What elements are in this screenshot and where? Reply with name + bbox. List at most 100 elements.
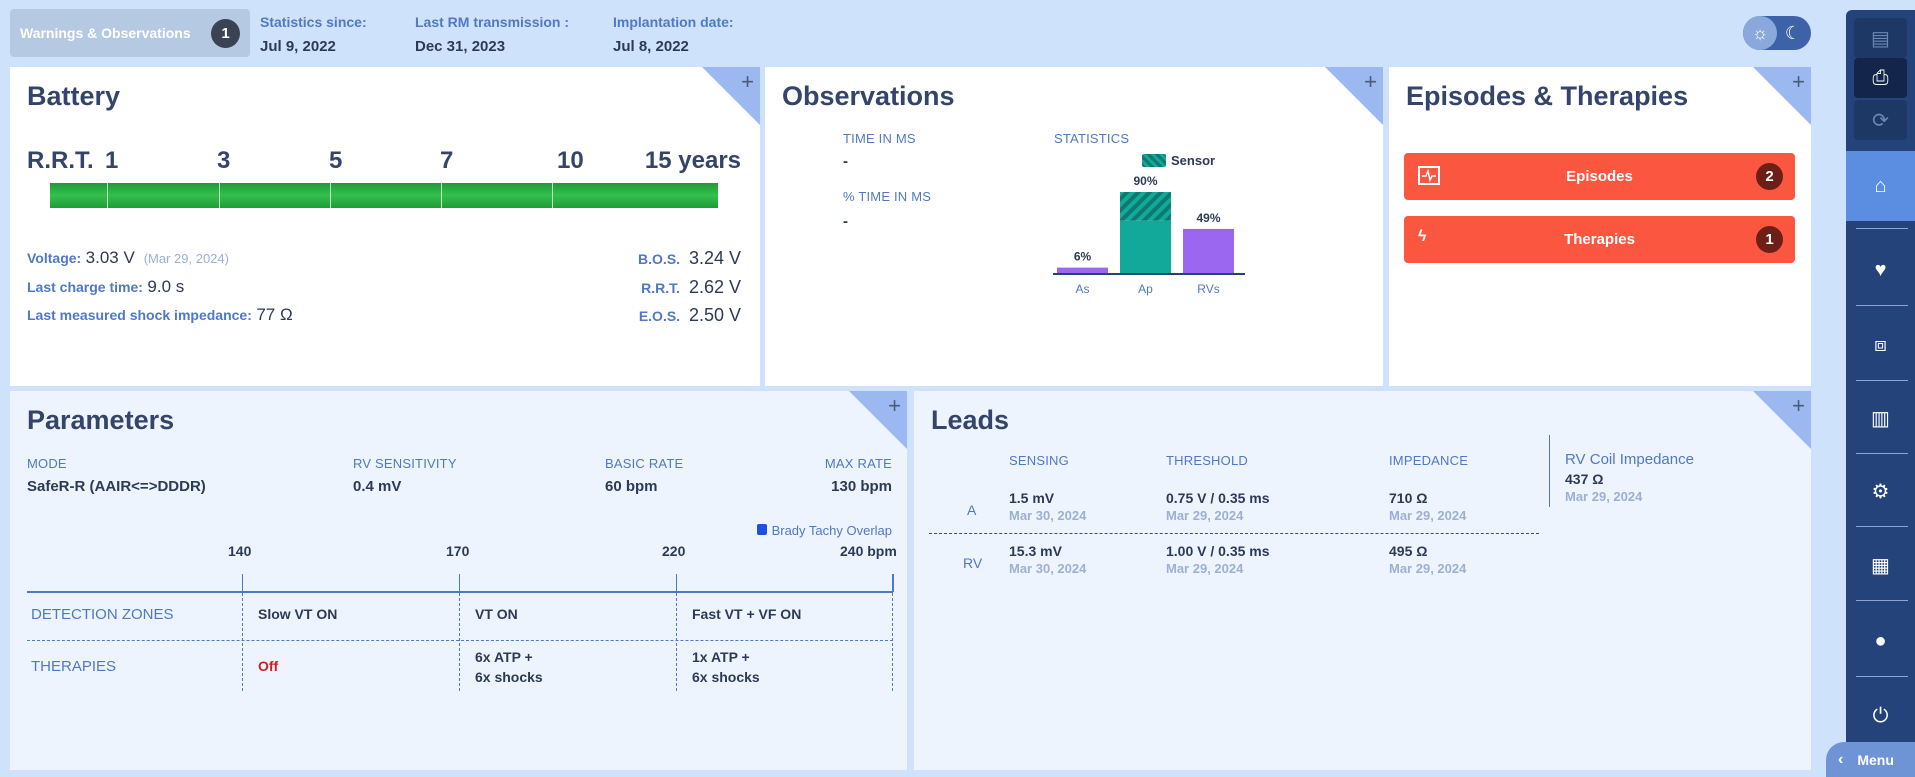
menu-button[interactable]: ‹ Menu	[1826, 742, 1915, 777]
zone-divider	[892, 593, 893, 691]
tick-220: 220	[662, 543, 686, 559]
therapy-line: 6x ATP +	[475, 649, 533, 665]
heart-device-icon: ♥	[1874, 258, 1887, 281]
rv-coil-impedance: RV Coil Impedance 437 Ω Mar 29, 2024	[1565, 451, 1694, 504]
sidebar-divider	[1856, 453, 1908, 454]
sun-icon[interactable]: ☼	[1743, 16, 1777, 50]
axis-tick	[459, 574, 460, 592]
expand-plus-icon[interactable]: +	[1792, 393, 1805, 418]
bar-RVs	[1183, 228, 1234, 273]
overlap-swatch	[756, 524, 767, 535]
zone-fast-vt-vf: Fast VT + VF ON	[692, 606, 802, 622]
stat-label: Last RM transmission :	[415, 14, 570, 30]
report-icon: ▤	[1871, 27, 1890, 50]
corner-fold	[1753, 391, 1811, 449]
stat-statistics-since: Statistics since: Jul 9, 2022	[260, 14, 367, 55]
category-label: Ap	[1138, 282, 1153, 296]
expand-plus-icon[interactable]: +	[888, 393, 901, 418]
rrt-voltage-label: R.R.T.	[641, 280, 681, 296]
battery-bar-divider	[107, 183, 108, 208]
tick-240: 240 bpm	[840, 543, 897, 559]
sidebar-item-ecg[interactable]: ⧈	[1846, 310, 1915, 380]
battery-bar-divider	[552, 183, 553, 208]
sidebar-item-print[interactable]: ⎙	[1854, 58, 1907, 98]
coil-date: Mar 29, 2024	[1565, 489, 1643, 504]
sidebar-item-heart-device[interactable]: ♥	[1846, 235, 1915, 305]
sidebar-divider	[1856, 380, 1908, 381]
chart-legend: Sensor	[1142, 153, 1215, 168]
lead-cell: 0.75 V / 0.35 ms Mar 29, 2024	[1166, 490, 1270, 523]
battery-scale-tick: 7	[440, 147, 454, 174]
expand-plus-icon[interactable]: +	[741, 69, 754, 94]
panel-title: Episodes & Therapies	[1406, 81, 1689, 111]
voltage-value: 3.03 V	[85, 248, 135, 267]
leads-panel: Leads + SENSING THRESHOLD IMPEDANCE A 1.5…	[914, 391, 1811, 770]
corner-fold	[702, 67, 760, 125]
corner-fold	[1753, 67, 1811, 125]
lead-cell: 495 Ω Mar 29, 2024	[1389, 543, 1466, 576]
lightning-icon: ϟ	[1418, 228, 1427, 245]
lead-date: Mar 30, 2024	[1009, 508, 1087, 523]
statistics-label: STATISTICS	[1054, 131, 1130, 146]
parameters-panel: Parameters + MODE SafeR-R (AAIR<=>DDDR) R…	[10, 391, 907, 770]
sync-icon: ⟳	[1872, 109, 1889, 132]
user-icon: ●	[1874, 629, 1887, 652]
stat-value: Dec 31, 2023	[415, 38, 506, 55]
sidebar-item-patient-file[interactable]: ▦	[1846, 530, 1915, 600]
expand-plus-icon[interactable]: +	[1364, 69, 1377, 94]
sidebar-item-sync[interactable]: ⟳	[1854, 100, 1907, 140]
axis-tick	[892, 574, 894, 592]
bar-sensor-Ap	[1120, 192, 1171, 221]
battery-bar-divider	[441, 183, 442, 208]
lead-label: A	[967, 502, 977, 518]
zone-divider	[242, 593, 243, 691]
menu-label: Menu	[1857, 751, 1894, 768]
pct-ms-label: % TIME IN MS	[843, 189, 932, 204]
battery-bar-divider	[330, 183, 331, 208]
sidebar-item-power[interactable]: ⏻	[1846, 681, 1915, 751]
param-label: MAX RATE	[824, 456, 892, 471]
theme-toggle[interactable]: ☼ ☾	[1743, 16, 1811, 50]
axis-tick	[242, 574, 243, 592]
panel-title: Observations	[782, 81, 955, 111]
sidebar-divider	[1856, 676, 1908, 677]
charge-value: 9.0 s	[147, 277, 185, 296]
lead-date: Mar 29, 2024	[1389, 561, 1467, 576]
therapies-count-badge: 1	[1756, 226, 1783, 253]
header-sensing: SENSING	[1009, 453, 1069, 468]
expand-plus-icon[interactable]: +	[1792, 69, 1805, 94]
battery-scale-tick: 1	[105, 147, 119, 174]
episodes-button[interactable]: Episodes 2	[1404, 153, 1795, 200]
sidebar-item-home[interactable]: ⌂	[1846, 151, 1915, 221]
time-ms-value: -	[843, 153, 848, 170]
sidebar-item-settings[interactable]: ⚙	[1846, 456, 1915, 526]
warnings-observations-button[interactable]: Warnings & Observations 1	[10, 9, 250, 57]
sidebar-item-statistics[interactable]: ▥	[1846, 383, 1915, 453]
warnings-count-badge: 1	[211, 18, 240, 48]
voltage-date: (Mar 29, 2024)	[143, 251, 229, 266]
battery-scale-tick: 5	[329, 147, 343, 174]
rate-axis	[27, 591, 893, 593]
data-label: 49%	[1196, 211, 1220, 225]
home-icon: ⌂	[1874, 174, 1887, 197]
header-impedance: IMPEDANCE	[1389, 453, 1469, 468]
therapies-button[interactable]: ϟ Therapies 1	[1404, 216, 1795, 263]
battery-scale-tick: 3	[217, 147, 231, 174]
lead-value: 710 Ω	[1389, 490, 1428, 506]
therapy-line: 6x shocks	[475, 669, 543, 685]
category-label: As	[1075, 282, 1089, 296]
bos-row: B.O.S. 3.24 V	[638, 248, 741, 269]
therapy-line: 6x shocks	[692, 669, 760, 685]
shock-value: 77 Ω	[256, 305, 293, 324]
moon-icon[interactable]: ☾	[1784, 22, 1802, 43]
sidebar-item-user[interactable]: ●	[1846, 606, 1915, 676]
eos-row: E.O.S. 2.50 V	[639, 305, 741, 326]
ecg-monitor-icon	[1418, 166, 1440, 185]
param-value: 0.4 mV	[353, 478, 402, 495]
sidebar-item-report[interactable]: ▤	[1854, 18, 1907, 58]
bos-label: B.O.S.	[638, 251, 681, 267]
legend-label: Sensor	[1171, 153, 1216, 168]
chevron-left-icon: ‹	[1838, 750, 1844, 768]
stat-last-rm-transmission: Last RM transmission : Dec 31, 2023	[415, 14, 569, 55]
header-threshold: THRESHOLD	[1166, 453, 1248, 468]
